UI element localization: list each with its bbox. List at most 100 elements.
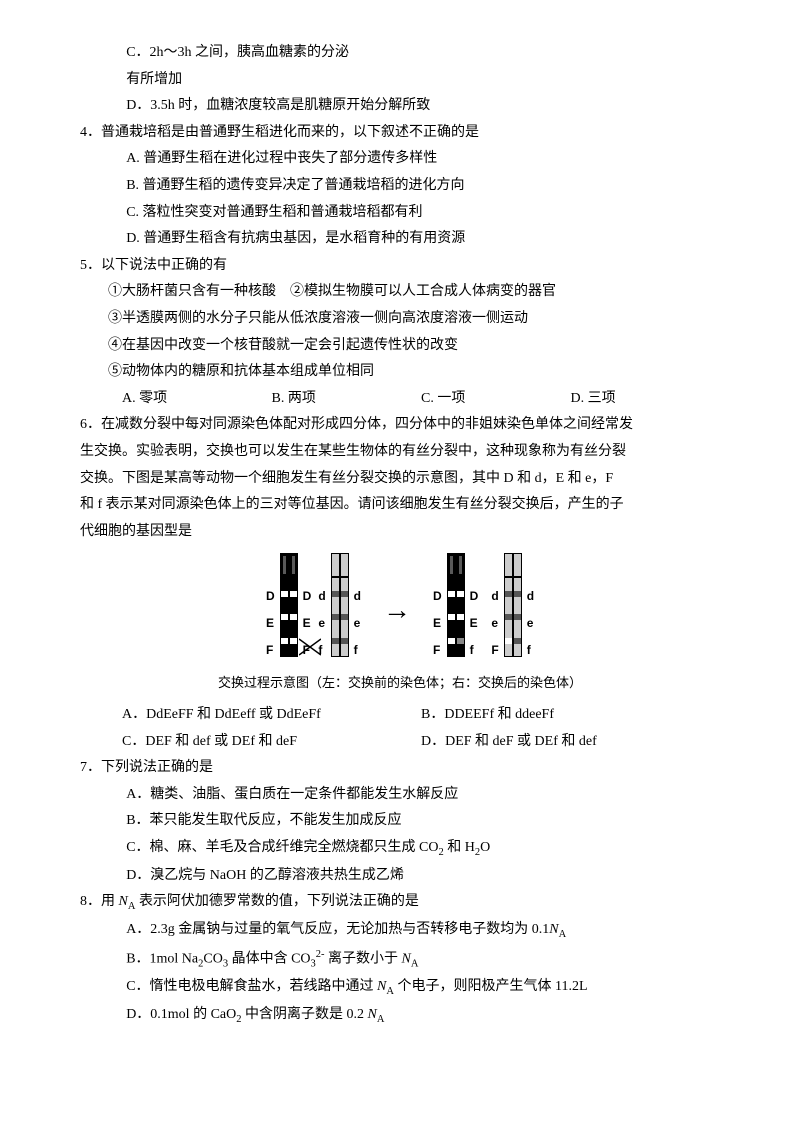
label-d: d (354, 585, 361, 608)
sub-3b: 3 (311, 958, 316, 969)
labels2-right-inner: d e F (489, 579, 500, 667)
q6-options-row1: A．DdEeFF 和 DdEeff 或 DdEeFf B．DDEEFf 和 dd… (80, 702, 720, 729)
q5-option-b: B. 两项 (272, 386, 422, 413)
q6-stem-line1: 6．在减数分裂中每对同源染色体配对形成四分体，四分体中的非姐妹染色单体之间经常发 (80, 412, 720, 439)
q8-c-N: N (377, 979, 386, 994)
label2-e-inner: e (491, 612, 498, 635)
chromosome-diagram: D E F D E F d e f (80, 553, 720, 667)
q7-option-a: A．糖类、油脂、蛋白质在一定条件都能发生水解反应 (80, 782, 720, 809)
q5-statement-4: ⑤动物体内的糖原和抗体基本组成单位相同 (80, 359, 720, 386)
q8-b-mid2: 晶体中含 CO (228, 951, 310, 966)
label-e-inner: e (318, 612, 325, 635)
label-D-inner: D (303, 585, 312, 608)
sup-2minus: 2- (316, 949, 325, 960)
labels2-right-outer: d e f (525, 579, 536, 667)
q8-option-b: B．1mol Na2CO3 晶体中含 CO32- 离子数小于 NA (80, 945, 720, 974)
sub-A2: A (559, 929, 567, 940)
q8-b-N: N (402, 951, 411, 966)
q8-d-pre: D．0.1mol 的 CaO (126, 1007, 236, 1022)
q8-a-N: N (549, 922, 558, 937)
label-e: e (354, 612, 361, 635)
labels-right-inner: d e f (316, 579, 327, 667)
q8-stem-N: N (119, 894, 128, 909)
q7-c-text1: C．棉、麻、羊毛及合成纤维完全燃烧都只生成 CO (126, 840, 438, 855)
sub-A5: A (377, 1014, 385, 1025)
q6-options-row2: C．DEF 和 def 或 DEf 和 deF D．DEF 和 deF 或 DE… (80, 729, 720, 756)
chromosome-dark-right (447, 553, 465, 667)
q8-a-pre: A．2.3g 金属钠与过量的氧气反应，无论加热与否转移电子数均为 0.1 (126, 922, 549, 937)
label2-E-inner: E (470, 612, 479, 635)
q5-stem: 5．以下说法中正确的有 (80, 253, 720, 280)
q8-d-mid: 中含阴离子数是 0.2 (242, 1007, 368, 1022)
q6-option-b: B．DDEEFf 和 ddeeFf (421, 702, 720, 729)
labels-right-outer: d e f (352, 579, 363, 667)
labels-left-outer: D E F (264, 579, 277, 667)
q8-b-mid3: 离子数小于 (325, 951, 402, 966)
q8-stem-post: 表示阿伏加德罗常数的值，下列说法正确的是 (135, 894, 419, 909)
q3-option-c-cont: 有所增加 (80, 67, 720, 94)
q4-option-d: D. 普通野生稻含有抗病虫基因，是水稻育种的有用资源 (80, 226, 720, 253)
q6-option-d: D．DEF 和 deF 或 DEf 和 def (421, 729, 720, 756)
q5-statement-1: ①大肠杆菌只含有一种核酸 ②模拟生物膜可以人工合成人体病变的器官 (80, 279, 720, 306)
q7-option-c: C．棉、麻、羊毛及合成纤维完全燃烧都只生成 CO2 和 H2O (80, 835, 720, 863)
chromosome-light-left (331, 553, 349, 667)
label2-D: D (433, 585, 442, 608)
chromosome-pair-after: D E F D E f d e F (431, 553, 536, 667)
label-E: E (266, 612, 275, 635)
label2-F-inner: F (491, 639, 498, 662)
q5-options: A. 零项 B. 两项 C. 一项 D. 三项 (80, 386, 720, 413)
labels-left-inner: D E F (301, 579, 314, 667)
q8-stem: 8．用 NA 表示阿伏加德罗常数的值，下列说法正确的是 (80, 889, 720, 917)
sub-A4: A (386, 986, 394, 997)
q8-option-c: C．惰性电极电解食盐水，若线路中通过 NA 个电子，则阳极产生气体 11.2L (80, 974, 720, 1002)
q5-option-a: A. 零项 (122, 386, 272, 413)
chromosome-light-right (504, 553, 522, 667)
label-E-inner: E (303, 612, 312, 635)
q7-option-b: B．苯只能发生取代反应，不能发生加成反应 (80, 808, 720, 835)
q5-statement-2: ③半透膜两侧的水分子只能从低浓度溶液一侧向高浓度溶液一侧运动 (80, 306, 720, 333)
q6-stem-line2: 生交换。实验表明，交换也可以发生在某些生物体的有丝分裂中，这种现象称为有丝分裂 (80, 439, 720, 466)
q4-option-b: B. 普通野生稻的遗传变异决定了普通栽培稻的进化方向 (80, 173, 720, 200)
chromosome-pair-before: D E F D E F d e f (264, 553, 363, 667)
label2-f-inner: f (470, 639, 479, 662)
label2-d: d (527, 585, 534, 608)
label-D: D (266, 585, 275, 608)
label-F: F (266, 639, 275, 662)
q4-option-c: C. 落粒性突变对普通野生稻和普通栽培稻都有利 (80, 200, 720, 227)
q8-c-pre: C．惰性电极电解食盐水，若线路中通过 (126, 979, 377, 994)
label-f: f (354, 639, 361, 662)
q5-statement-3: ④在基因中改变一个核苷酸就一定会引起遗传性状的改变 (80, 333, 720, 360)
sub-A3: A (411, 958, 419, 969)
q8-c-post: 个电子，则阳极产生气体 11.2L (394, 979, 588, 994)
q6-stem-line4: 和 f 表示某对同源染色体上的三对等位基因。请问该细胞发生有丝分裂交换后，产生的… (80, 492, 720, 519)
q4-option-a: A. 普通野生稻在进化过程中丧失了部分遗传多样性 (80, 146, 720, 173)
q8-stem-pre: 8．用 (80, 894, 119, 909)
label2-e: e (527, 612, 534, 635)
label-F-inner: F (303, 639, 312, 662)
q8-b-pre: B．1mol Na (126, 951, 198, 966)
q3-option-d: D．3.5h 时，血糖浓度较高是肌糖原开始分解所致 (80, 93, 720, 120)
labels2-left-outer: D E F (431, 579, 444, 667)
q3-option-c: C．2h～3h 之间，胰高血糖素的分泌 (80, 40, 720, 67)
q4-stem: 4．普通栽培稻是由普通野生稻进化而来的，以下叙述不正确的是 (80, 120, 720, 147)
q7-option-d: D．溴乙烷与 NaOH 的乙醇溶液共热生成乙烯 (80, 863, 720, 890)
q8-option-a: A．2.3g 金属钠与过量的氧气反应，无论加热与否转移电子数均为 0.1NA (80, 917, 720, 945)
q7-c-text3: O (480, 840, 490, 855)
labels2-left-inner: D E f (468, 579, 481, 667)
q6-option-a: A．DdEeFF 和 DdEeff 或 DdEeFf (122, 702, 421, 729)
q6-option-c: C．DEF 和 def 或 DEf 和 deF (122, 729, 421, 756)
label-d-inner: d (318, 585, 325, 608)
arrow-icon: → (383, 584, 411, 637)
q7-stem: 7．下列说法正确的是 (80, 755, 720, 782)
q8-option-d: D．0.1mol 的 CaO2 中含阴离子数是 0.2 NA (80, 1002, 720, 1030)
label2-F: F (433, 639, 442, 662)
label2-E: E (433, 612, 442, 635)
q7-c-text2: 和 H (444, 840, 475, 855)
q8-b-mid: CO (203, 951, 222, 966)
q6-stem-line3: 交换。下图是某高等动物一个细胞发生有丝分裂交换的示意图，其中 D 和 d，E 和… (80, 466, 720, 493)
chromosome-dark-left (280, 553, 298, 667)
q8-d-N: N (368, 1007, 377, 1022)
label2-f: f (527, 639, 534, 662)
label2-D-inner: D (470, 585, 479, 608)
q5-option-d: D. 三项 (571, 386, 721, 413)
